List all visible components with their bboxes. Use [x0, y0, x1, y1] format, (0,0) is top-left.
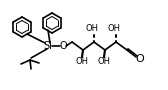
Text: OH: OH — [75, 58, 89, 67]
Text: OH: OH — [108, 23, 120, 32]
Text: OH: OH — [97, 58, 111, 67]
Text: OH: OH — [86, 23, 98, 32]
Text: Si: Si — [44, 41, 52, 51]
Text: O: O — [59, 41, 67, 51]
Text: O: O — [136, 54, 144, 64]
